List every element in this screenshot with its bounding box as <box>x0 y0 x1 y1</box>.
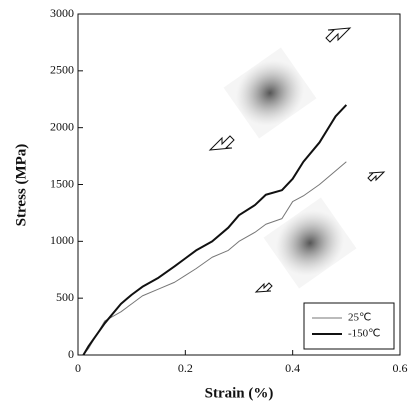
y-tick-label: 2500 <box>50 63 74 77</box>
y-axis-title: Stress (MPa) <box>13 144 29 227</box>
x-tick-label: 0.4 <box>285 361 300 375</box>
x-tick-label: 0.6 <box>393 361 408 375</box>
y-tick-label: 1000 <box>50 233 74 247</box>
y-tick-label: 0 <box>68 347 74 361</box>
x-tick-label: 0 <box>75 361 81 375</box>
arrow <box>208 135 235 151</box>
y-tick-label: 1500 <box>50 176 74 190</box>
legend-box <box>303 302 395 350</box>
y-tick-label: 2000 <box>50 119 74 133</box>
illustration <box>208 27 386 293</box>
x-axis-title: Strain (%) <box>205 385 274 401</box>
legend-label: -150℃ <box>348 328 381 340</box>
arrow <box>254 282 273 293</box>
arrow <box>325 27 352 43</box>
y-tick-label: 3000 <box>50 6 74 20</box>
y-tick-label: 500 <box>56 290 74 304</box>
legend-label: 25℃ <box>348 312 371 324</box>
x-tick-label: 0.2 <box>178 361 193 375</box>
specimen-top <box>223 47 317 139</box>
series-line <box>82 104 348 356</box>
arrow <box>367 171 386 182</box>
specimen-bottom <box>263 197 357 289</box>
series-line <box>82 161 347 356</box>
